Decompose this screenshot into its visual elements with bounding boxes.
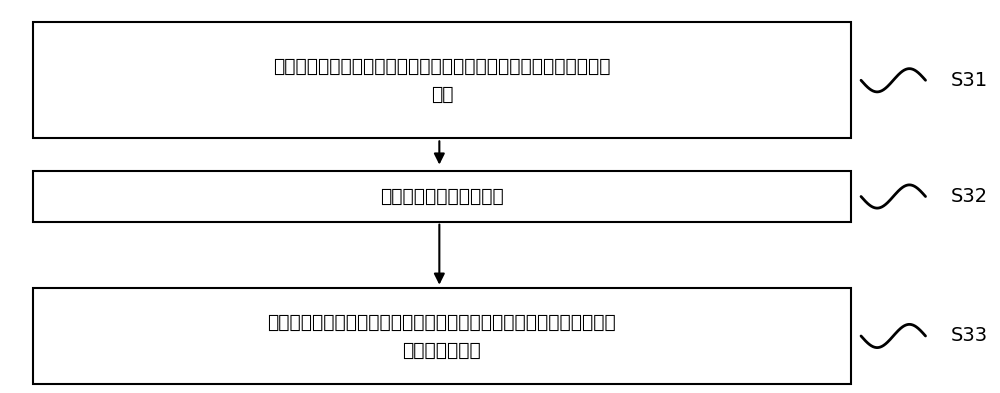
Text: 呼叫所述预设通知联系人: 呼叫所述预设通知联系人 <box>380 187 504 206</box>
Text: 在呼叫成功时，向所述预设通知联系人播放语音，所述语音的内容为所
述预设通知信息: 在呼叫成功时，向所述预设通知联系人播放语音，所述语音的内容为所 述预设通知信息 <box>267 312 616 360</box>
FancyBboxPatch shape <box>33 171 851 222</box>
Text: S31: S31 <box>950 71 987 90</box>
Text: S32: S32 <box>950 187 987 206</box>
FancyBboxPatch shape <box>33 288 851 384</box>
Text: S33: S33 <box>950 327 987 345</box>
FancyBboxPatch shape <box>33 22 851 138</box>
Text: 当闹钟提醒无效时，获取所述闹钟对应的预设通知联系人和预设通知
信息: 当闹钟提醒无效时，获取所述闹钟对应的预设通知联系人和预设通知 信息 <box>273 57 611 104</box>
